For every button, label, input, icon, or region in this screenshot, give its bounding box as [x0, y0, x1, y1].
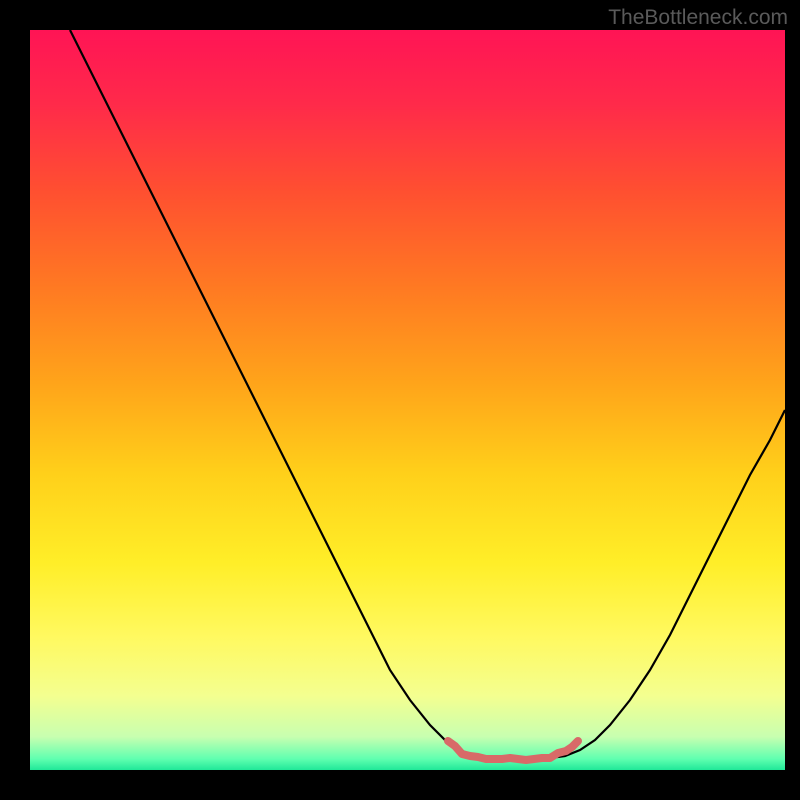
plot-area	[30, 30, 785, 770]
curve-layer	[30, 30, 785, 770]
optimal-range-highlight	[448, 741, 578, 760]
bottleneck-curve	[70, 30, 785, 759]
watermark-text: TheBottleneck.com	[608, 6, 788, 30]
